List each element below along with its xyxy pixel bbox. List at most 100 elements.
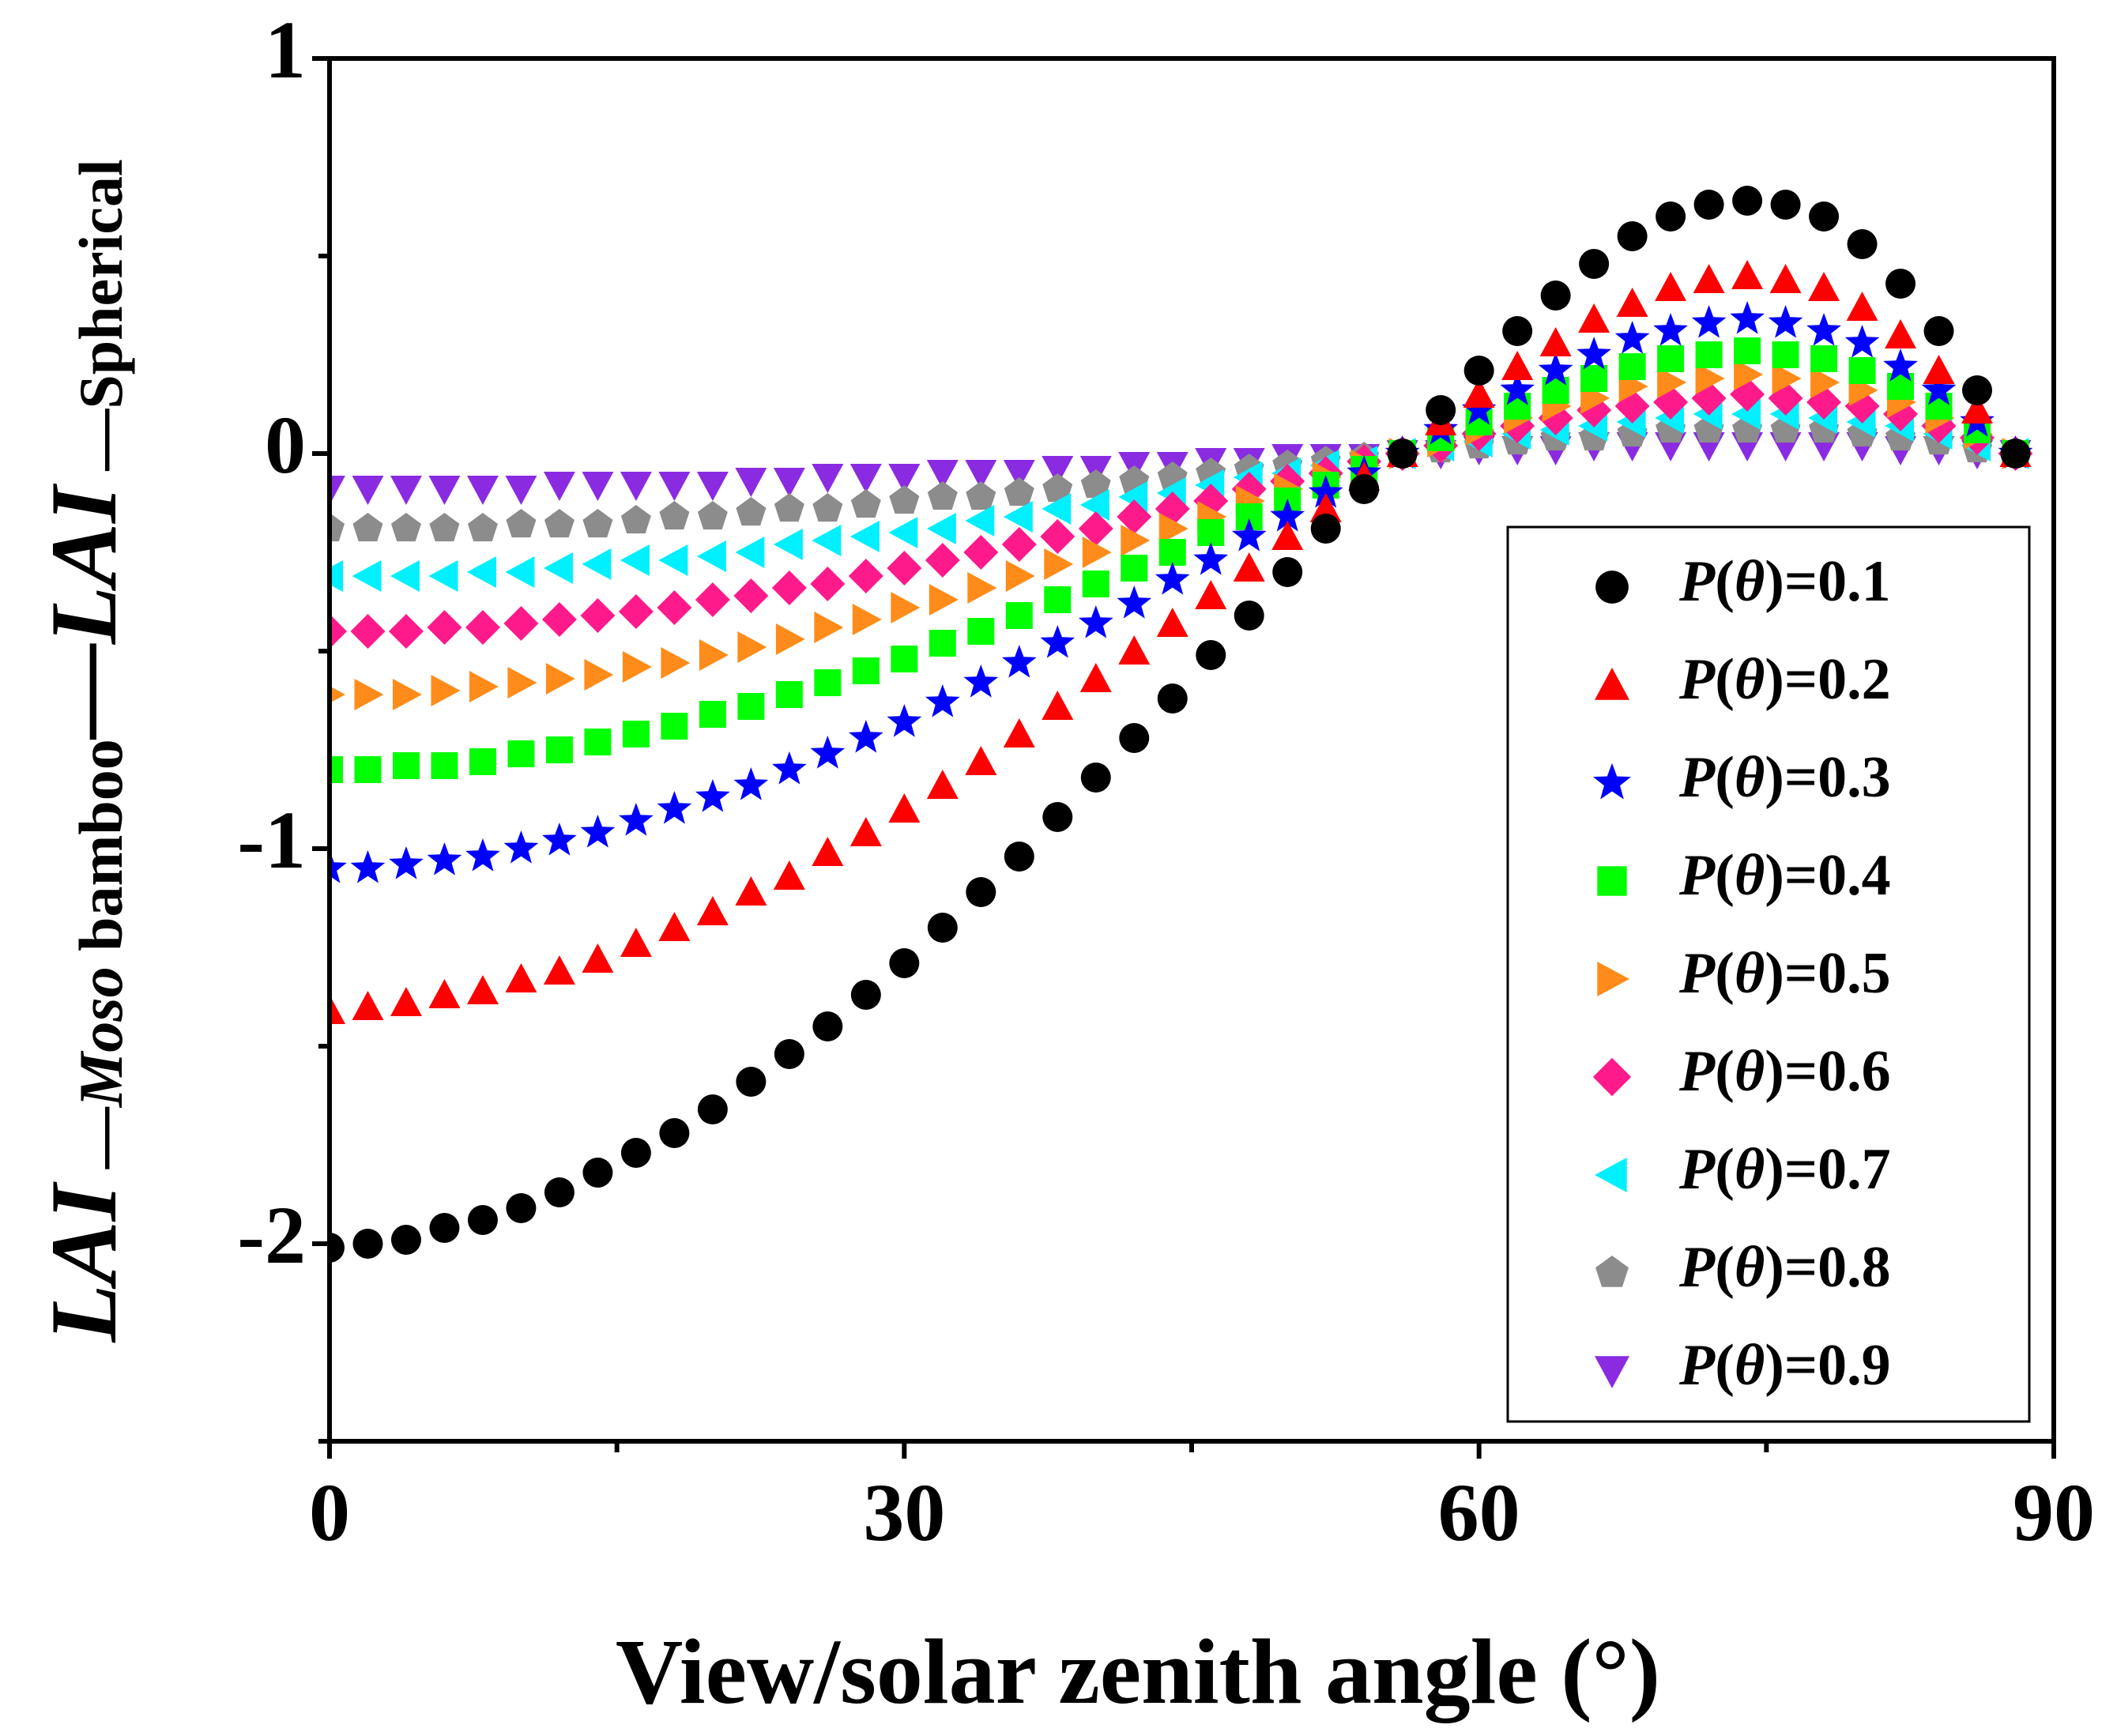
data-point xyxy=(735,468,767,497)
data-point xyxy=(620,928,652,957)
data-point xyxy=(350,614,386,649)
data-point xyxy=(1121,555,1148,582)
data-point xyxy=(507,667,537,699)
data-point xyxy=(582,943,614,973)
data-point xyxy=(927,481,958,510)
data-point xyxy=(1195,580,1227,609)
data-point xyxy=(1158,539,1186,566)
data-point xyxy=(352,476,384,505)
data-point xyxy=(1769,264,1802,293)
data-point xyxy=(1730,301,1765,334)
data-point xyxy=(1042,473,1073,503)
data-point xyxy=(1580,365,1608,392)
data-point xyxy=(1196,640,1226,670)
data-point xyxy=(696,896,729,925)
data-point xyxy=(1885,319,1917,348)
data-point xyxy=(582,548,612,580)
data-point xyxy=(1004,842,1034,872)
legend-label: P(θ)=0.1 xyxy=(1678,549,1891,614)
data-point xyxy=(1044,586,1072,613)
data-point xyxy=(1118,481,1148,513)
data-point xyxy=(850,980,881,1010)
legend-marker xyxy=(1595,1158,1627,1192)
data-point xyxy=(1616,288,1648,317)
data-point xyxy=(354,756,382,783)
data-point xyxy=(735,876,767,906)
data-point xyxy=(771,751,807,785)
data-point xyxy=(1231,518,1267,552)
legend-marker xyxy=(1595,1256,1629,1287)
data-point xyxy=(1158,513,1188,544)
data-point xyxy=(963,665,999,698)
data-point xyxy=(620,544,650,576)
data-point xyxy=(965,460,997,489)
data-point xyxy=(584,729,612,755)
data-point xyxy=(967,618,995,645)
data-point xyxy=(350,850,386,883)
data-point xyxy=(390,476,422,505)
data-point xyxy=(428,560,458,592)
data-point xyxy=(1233,552,1265,582)
data-point xyxy=(1042,493,1072,525)
data-point xyxy=(1502,316,1533,346)
y-tick-label: -1 xyxy=(237,795,306,886)
y-title-bamboo: bamboo xyxy=(66,739,135,966)
legend-item: P(θ)=0.8 xyxy=(1595,1235,1891,1300)
data-point xyxy=(465,610,500,645)
data-point xyxy=(330,686,345,703)
data-point xyxy=(1461,392,1497,425)
data-point xyxy=(812,1011,843,1041)
legend-marker xyxy=(1592,763,1632,800)
legend-item: P(θ)=0.4 xyxy=(1597,843,1891,908)
data-point xyxy=(1695,363,1725,394)
data-point xyxy=(619,803,654,836)
data-point xyxy=(431,752,458,779)
data-point xyxy=(620,472,652,501)
data-point xyxy=(580,815,616,848)
legend-label: P(θ)=0.7 xyxy=(1678,1137,1891,1202)
data-point xyxy=(1003,718,1035,747)
data-point xyxy=(773,529,803,560)
data-point xyxy=(330,995,345,1024)
data-point xyxy=(1691,305,1727,338)
data-point xyxy=(1614,321,1650,354)
data-point xyxy=(1079,663,1112,692)
data-point xyxy=(1308,475,1343,508)
data-point xyxy=(697,1094,728,1124)
data-point xyxy=(1847,229,1878,259)
data-point xyxy=(1003,460,1035,489)
data-point xyxy=(659,1118,690,1148)
data-point xyxy=(699,639,729,671)
data-point xyxy=(696,472,729,501)
data-point xyxy=(1193,542,1229,575)
data-point xyxy=(696,540,726,572)
data-point xyxy=(1500,372,1535,405)
data-point xyxy=(427,842,462,876)
data-point xyxy=(852,657,880,684)
data-point xyxy=(507,740,535,767)
data-point xyxy=(620,1138,651,1168)
data-point xyxy=(775,681,803,708)
data-point xyxy=(1501,351,1534,380)
data-point xyxy=(661,647,691,679)
data-point xyxy=(390,560,420,592)
data-point xyxy=(736,1067,767,1097)
data-point xyxy=(427,610,462,645)
data-point xyxy=(330,850,347,883)
data-point xyxy=(929,584,959,616)
data-point xyxy=(967,572,997,604)
data-point xyxy=(1772,341,1799,368)
y-title-minus: — xyxy=(31,643,136,740)
data-points xyxy=(330,186,2033,1263)
y-tick-label: -2 xyxy=(237,1190,306,1281)
data-point xyxy=(544,1177,574,1207)
data-point xyxy=(330,1233,345,1263)
data-point xyxy=(542,823,577,856)
data-point xyxy=(965,746,997,775)
data-point xyxy=(810,567,846,601)
data-point xyxy=(388,614,424,649)
data-point xyxy=(1695,341,1723,368)
data-point xyxy=(659,501,690,530)
data-point xyxy=(848,720,883,753)
data-point xyxy=(735,537,765,568)
